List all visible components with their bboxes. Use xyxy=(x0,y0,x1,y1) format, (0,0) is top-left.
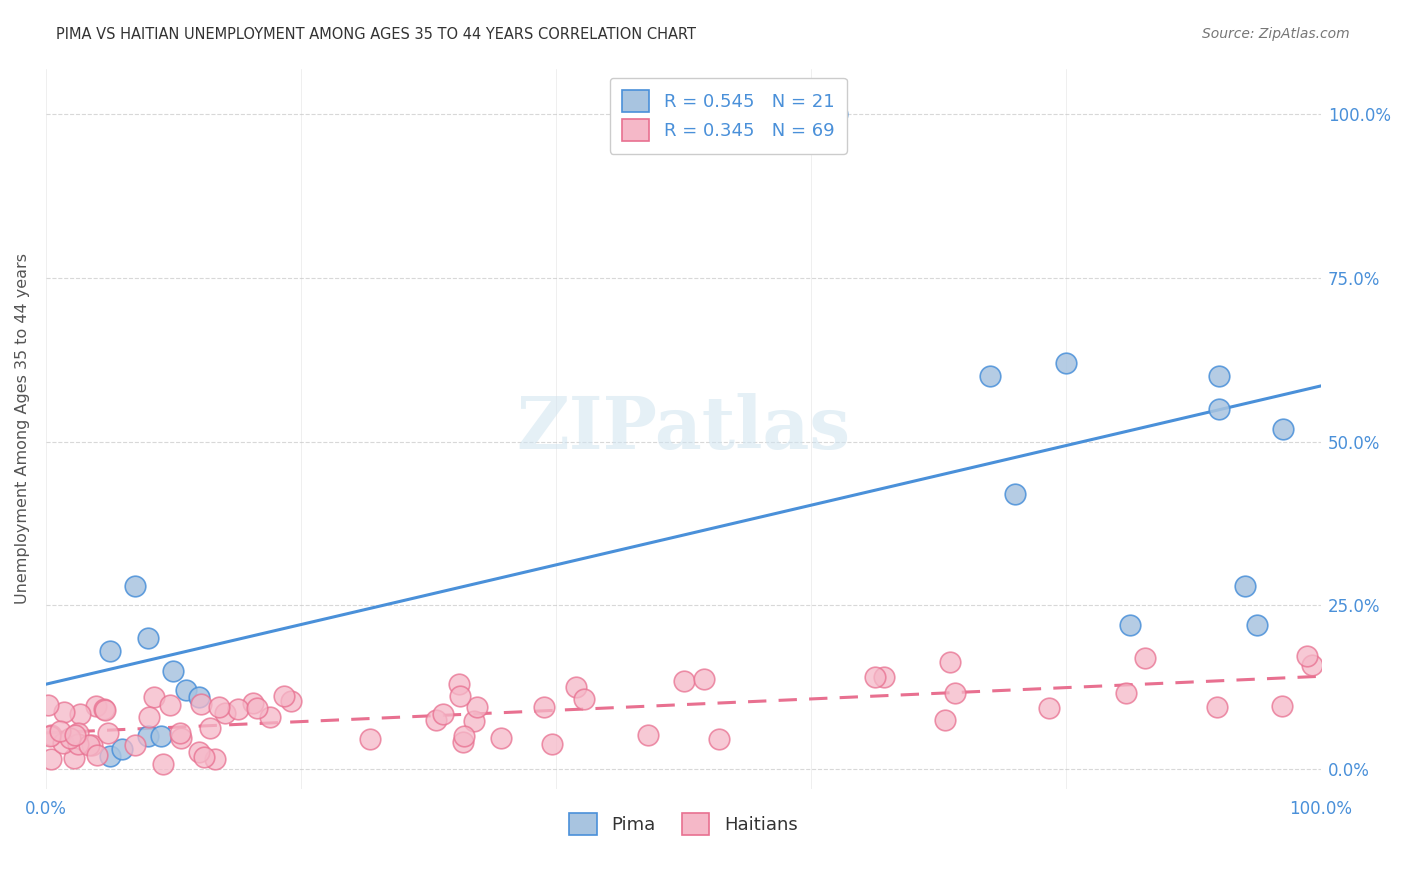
Point xyxy=(162,664,184,678)
Point xyxy=(246,701,269,715)
Point xyxy=(59,731,82,745)
Point xyxy=(169,725,191,739)
Point xyxy=(934,713,956,727)
Point xyxy=(565,681,588,695)
Point xyxy=(63,751,86,765)
Point xyxy=(693,672,716,686)
Point xyxy=(449,689,471,703)
Point xyxy=(463,714,485,728)
Point xyxy=(939,655,962,669)
Point xyxy=(226,702,249,716)
Point xyxy=(170,731,193,745)
Point xyxy=(98,748,121,763)
Text: Source: ZipAtlas.com: Source: ZipAtlas.com xyxy=(1202,27,1350,41)
Point xyxy=(136,631,159,645)
Point xyxy=(208,700,231,714)
Point xyxy=(149,729,172,743)
Point xyxy=(37,698,59,712)
Point xyxy=(425,713,447,727)
Point xyxy=(873,670,896,684)
Point xyxy=(94,703,117,717)
Point xyxy=(136,729,159,743)
Point xyxy=(84,699,107,714)
Point xyxy=(637,728,659,742)
Point xyxy=(198,721,221,735)
Point xyxy=(574,692,596,706)
Point xyxy=(673,673,696,688)
Point xyxy=(1208,369,1230,384)
Point xyxy=(489,731,512,745)
Point xyxy=(53,706,76,720)
Point xyxy=(1133,651,1156,665)
Point xyxy=(1115,686,1137,700)
Point xyxy=(39,728,62,742)
Point xyxy=(242,696,264,710)
Point xyxy=(66,725,89,739)
Point xyxy=(174,683,197,698)
Point xyxy=(77,739,100,753)
Point xyxy=(541,737,564,751)
Point xyxy=(188,690,211,704)
Point xyxy=(214,706,236,720)
Point xyxy=(69,707,91,722)
Point xyxy=(159,698,181,712)
Point xyxy=(465,700,488,714)
Point xyxy=(1271,421,1294,435)
Point xyxy=(1233,579,1256,593)
Point xyxy=(1119,618,1142,632)
Point xyxy=(39,752,62,766)
Text: PIMA VS HAITIAN UNEMPLOYMENT AMONG AGES 35 TO 44 YEARS CORRELATION CHART: PIMA VS HAITIAN UNEMPLOYMENT AMONG AGES … xyxy=(56,27,696,42)
Point xyxy=(1206,699,1229,714)
Point xyxy=(863,670,886,684)
Point xyxy=(1054,356,1077,370)
Point xyxy=(533,700,555,714)
Point xyxy=(1301,658,1323,673)
Point xyxy=(432,706,454,721)
Point xyxy=(359,731,381,746)
Point xyxy=(193,750,215,764)
Point xyxy=(86,747,108,762)
Point xyxy=(142,690,165,704)
Point xyxy=(138,710,160,724)
Point xyxy=(1296,649,1319,664)
Y-axis label: Unemployment Among Ages 35 to 44 years: Unemployment Among Ages 35 to 44 years xyxy=(15,253,30,604)
Point xyxy=(280,694,302,708)
Point xyxy=(82,738,104,752)
Point xyxy=(707,731,730,746)
Point xyxy=(39,730,62,744)
Point xyxy=(259,709,281,723)
Point xyxy=(188,745,211,759)
Point xyxy=(979,369,1001,384)
Point xyxy=(204,752,226,766)
Point xyxy=(1038,701,1060,715)
Point xyxy=(451,735,474,749)
Point xyxy=(152,756,174,771)
Point xyxy=(52,736,75,750)
Point xyxy=(453,729,475,743)
Text: ZIPatlas: ZIPatlas xyxy=(516,393,851,464)
Point xyxy=(273,689,295,703)
Point xyxy=(124,739,146,753)
Legend: Pima, Haitians: Pima, Haitians xyxy=(561,805,807,845)
Point xyxy=(800,107,823,121)
Point xyxy=(1271,698,1294,713)
Point xyxy=(63,727,86,741)
Point xyxy=(111,742,134,756)
Point xyxy=(124,579,146,593)
Point xyxy=(48,723,70,738)
Point xyxy=(1004,487,1026,501)
Point xyxy=(190,697,212,711)
Point xyxy=(66,737,89,751)
Point xyxy=(447,677,470,691)
Point xyxy=(98,644,121,658)
Point xyxy=(97,726,120,740)
Point xyxy=(93,702,115,716)
Point xyxy=(825,107,848,121)
Point xyxy=(1246,618,1268,632)
Point xyxy=(943,686,966,700)
Point xyxy=(1208,401,1230,416)
